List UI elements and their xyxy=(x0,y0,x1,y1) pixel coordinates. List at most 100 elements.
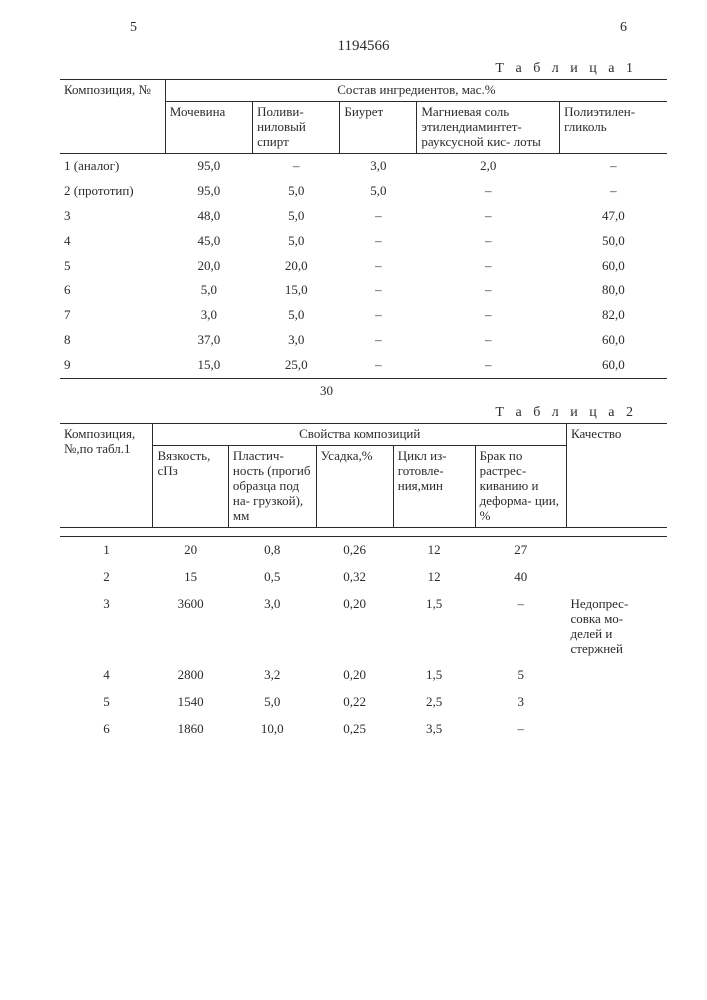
table-cell: 10,0 xyxy=(228,716,316,743)
table-cell: – xyxy=(417,254,560,279)
table-cell: 5,0 xyxy=(253,204,340,229)
table-row: 336003,00,201,5–Недопрес- совка мо- деле… xyxy=(60,591,667,663)
table-cell: 3,5 xyxy=(393,716,475,743)
table-cell: – xyxy=(340,254,417,279)
table-cell: 60,0 xyxy=(560,328,667,353)
table-cell: – xyxy=(475,591,566,663)
top-left-pagenum: 5 xyxy=(130,20,137,36)
t2-col-header: Цикл из- готовле- ния,мин xyxy=(393,446,475,528)
table-row: 445,05,0––50,0 xyxy=(60,229,667,254)
table-cell: 5,0 xyxy=(228,689,316,716)
t1-col-header: Полиэтилен- гликоль xyxy=(560,101,667,153)
t1-group-header: Состав ингредиентов, мас.% xyxy=(165,80,667,102)
table-cell: 20,0 xyxy=(165,254,252,279)
table-cell: 0,25 xyxy=(316,716,393,743)
table-row: 515405,00,222,53 xyxy=(60,689,667,716)
top-right-pagenum: 6 xyxy=(620,20,627,36)
table-cell: 2800 xyxy=(153,662,228,689)
table-cell: 50,0 xyxy=(560,229,667,254)
table-cell: – xyxy=(417,278,560,303)
patent-number: 1194566 xyxy=(60,38,667,55)
table-cell: 1860 xyxy=(153,716,228,743)
table-cell: 0,5 xyxy=(228,564,316,591)
table-row: 915,025,0––60,0 xyxy=(60,353,667,378)
table-cell: 60,0 xyxy=(560,353,667,378)
table-cell: 2 (прототип) xyxy=(60,179,165,204)
table-cell: 48,0 xyxy=(165,204,252,229)
table-cell: 3 xyxy=(475,689,566,716)
table-cell: 1 xyxy=(60,536,153,563)
table-cell: 1,5 xyxy=(393,662,475,689)
table-cell: 82,0 xyxy=(560,303,667,328)
table-cell: – xyxy=(340,328,417,353)
table-cell: – xyxy=(417,204,560,229)
table-cell: 15,0 xyxy=(253,278,340,303)
table-cell: 80,0 xyxy=(560,278,667,303)
table-cell: 2,5 xyxy=(393,689,475,716)
table1-label: Т а б л и ц а 1 xyxy=(60,61,637,77)
table-row: 520,020,0––60,0 xyxy=(60,254,667,279)
table-cell: 5,0 xyxy=(165,278,252,303)
table-cell: – xyxy=(417,353,560,378)
table-cell: 27 xyxy=(475,536,566,563)
t2-last-header: Качество xyxy=(567,424,667,528)
table-cell: – xyxy=(340,353,417,378)
table-cell: 2 xyxy=(60,564,153,591)
table-cell: 25,0 xyxy=(253,353,340,378)
table-cell: – xyxy=(475,716,566,743)
table-cell: 3,2 xyxy=(228,662,316,689)
table-cell: 37,0 xyxy=(165,328,252,353)
table-row: 2150,50,321240 xyxy=(60,564,667,591)
t2-col-header: Пластич- ность (прогиб образца под на- г… xyxy=(228,446,316,528)
table-cell: 5,0 xyxy=(340,179,417,204)
table-cell: 4 xyxy=(60,229,165,254)
table-cell: 6 xyxy=(60,278,165,303)
table-cell: 47,0 xyxy=(560,204,667,229)
table1: Композиция, № Состав ингредиентов, мас.%… xyxy=(60,79,667,379)
table-cell xyxy=(567,564,667,591)
table-cell: Недопрес- совка мо- делей и стержней xyxy=(567,591,667,663)
page-top-numbers: 5 6 xyxy=(60,20,667,36)
table-cell: – xyxy=(417,229,560,254)
table-row: 428003,20,201,55 xyxy=(60,662,667,689)
table-cell: 15 xyxy=(153,564,228,591)
table-cell: 3,0 xyxy=(340,153,417,178)
table-cell: 95,0 xyxy=(165,153,252,178)
table-cell: 3,0 xyxy=(165,303,252,328)
table-cell: – xyxy=(560,179,667,204)
table-cell: 1 (аналог) xyxy=(60,153,165,178)
table-cell: 45,0 xyxy=(165,229,252,254)
table-row: 65,015,0––80,0 xyxy=(60,278,667,303)
table-cell: 20,0 xyxy=(253,254,340,279)
mid-note: 30 xyxy=(320,383,667,399)
table-cell: – xyxy=(417,179,560,204)
table-cell: 3 xyxy=(60,591,153,663)
table-cell: 4 xyxy=(60,662,153,689)
table-cell: – xyxy=(560,153,667,178)
table-cell: 2,0 xyxy=(417,153,560,178)
table-cell xyxy=(567,536,667,563)
t1-col0-header: Композиция, № xyxy=(60,80,165,154)
table-row: 6186010,00,253,5– xyxy=(60,716,667,743)
table-cell: 3 xyxy=(60,204,165,229)
table-cell: 5,0 xyxy=(253,179,340,204)
t2-group-header: Свойства композиций xyxy=(153,424,567,446)
table-cell: – xyxy=(253,153,340,178)
table-row: 1200,80,261227 xyxy=(60,536,667,563)
table-cell: 0,8 xyxy=(228,536,316,563)
table-cell: – xyxy=(340,303,417,328)
table-cell: 5 xyxy=(60,689,153,716)
t2-col-header: Вязкость, сПз xyxy=(153,446,228,528)
table-cell: 3600 xyxy=(153,591,228,663)
table-cell: – xyxy=(417,328,560,353)
table-row: 73,05,0––82,0 xyxy=(60,303,667,328)
table-cell: 40 xyxy=(475,564,566,591)
table-cell: 5 xyxy=(60,254,165,279)
table-row: 348,05,0––47,0 xyxy=(60,204,667,229)
t2-col0-header: Композиция, №,по табл.1 xyxy=(60,424,153,528)
table2: Композиция, №,по табл.1 Свойства компози… xyxy=(60,423,667,743)
table-cell: – xyxy=(340,229,417,254)
table-cell: 95,0 xyxy=(165,179,252,204)
t1-col-header: Магниевая соль этилендиаминтет- рауксусн… xyxy=(417,101,560,153)
t1-col-header: Мочевина xyxy=(165,101,252,153)
